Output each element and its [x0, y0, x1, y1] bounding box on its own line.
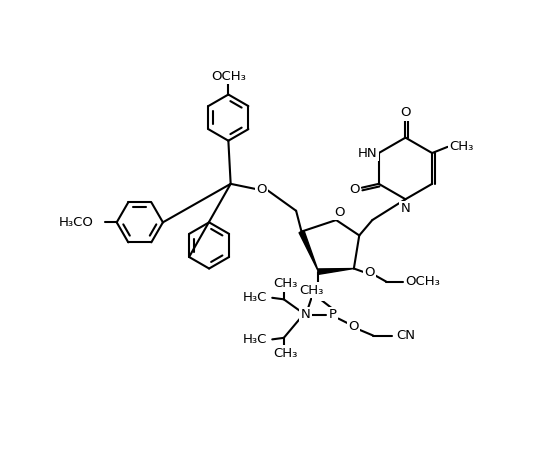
Text: OCH₃: OCH₃: [211, 69, 246, 83]
Text: OCH₃: OCH₃: [406, 275, 441, 288]
Text: N: N: [300, 308, 310, 321]
Text: O: O: [364, 266, 374, 279]
Text: O: O: [313, 286, 324, 300]
Text: O: O: [349, 183, 359, 196]
Text: O: O: [400, 107, 411, 119]
Text: N: N: [400, 202, 410, 215]
Text: O: O: [256, 183, 267, 196]
Polygon shape: [318, 268, 354, 274]
Text: CH₃: CH₃: [273, 277, 298, 291]
Text: P: P: [328, 308, 336, 321]
Text: H₃CO: H₃CO: [59, 216, 93, 229]
Polygon shape: [299, 231, 319, 271]
Text: HN: HN: [358, 147, 378, 159]
Text: O: O: [348, 320, 359, 333]
Text: H₃C: H₃C: [242, 291, 267, 304]
Text: CH₃: CH₃: [449, 140, 473, 153]
Text: CH₃: CH₃: [273, 347, 298, 360]
Text: CN: CN: [397, 329, 416, 342]
Text: O: O: [334, 206, 345, 219]
Text: CH₃: CH₃: [299, 284, 324, 296]
Text: H₃C: H₃C: [242, 333, 267, 346]
